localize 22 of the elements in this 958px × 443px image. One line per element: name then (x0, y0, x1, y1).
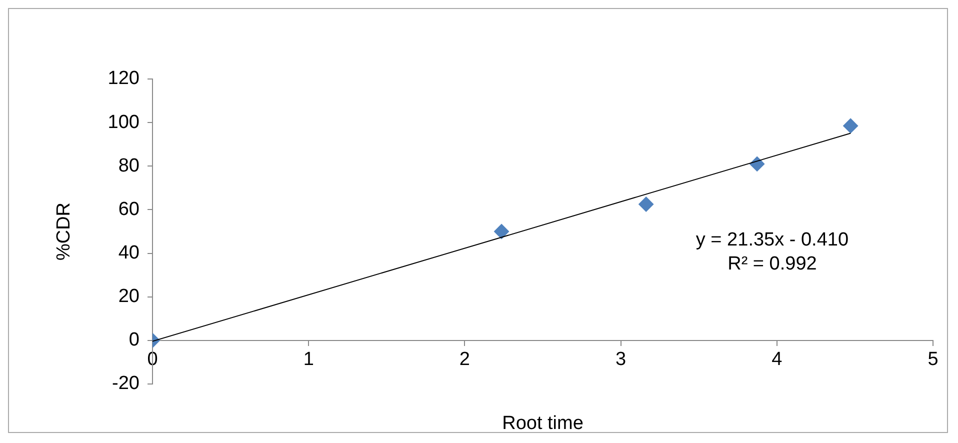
y-tick-label: 60 (118, 198, 140, 220)
x-axis-title: Root time (502, 413, 584, 434)
annotation: R² = 0.992 (728, 253, 817, 274)
point (638, 196, 654, 212)
y-tick-label: 40 (118, 242, 140, 264)
point (843, 118, 858, 134)
y-tick-label: 120 (108, 68, 140, 90)
x-tick-label: 3 (616, 349, 626, 370)
y-tick-label: 80 (118, 155, 140, 176)
x-tick-label: 2 (459, 349, 470, 370)
point (750, 156, 765, 172)
x-tick-label: 5 (928, 349, 938, 370)
point (494, 224, 510, 239)
y-tick-label: 100 (108, 112, 140, 133)
y-tick-label: 20 (118, 286, 140, 308)
annotation: y = 21.35x - 0.410 (696, 229, 849, 250)
x-tick-label: 0 (147, 349, 158, 370)
x-tick-label: 1 (303, 349, 314, 370)
y-axis-title: %CDR (54, 202, 75, 261)
y-tick-label: -20 (112, 373, 140, 394)
y-tick-label: 0 (128, 330, 140, 351)
x-tick-label: 4 (772, 349, 783, 370)
